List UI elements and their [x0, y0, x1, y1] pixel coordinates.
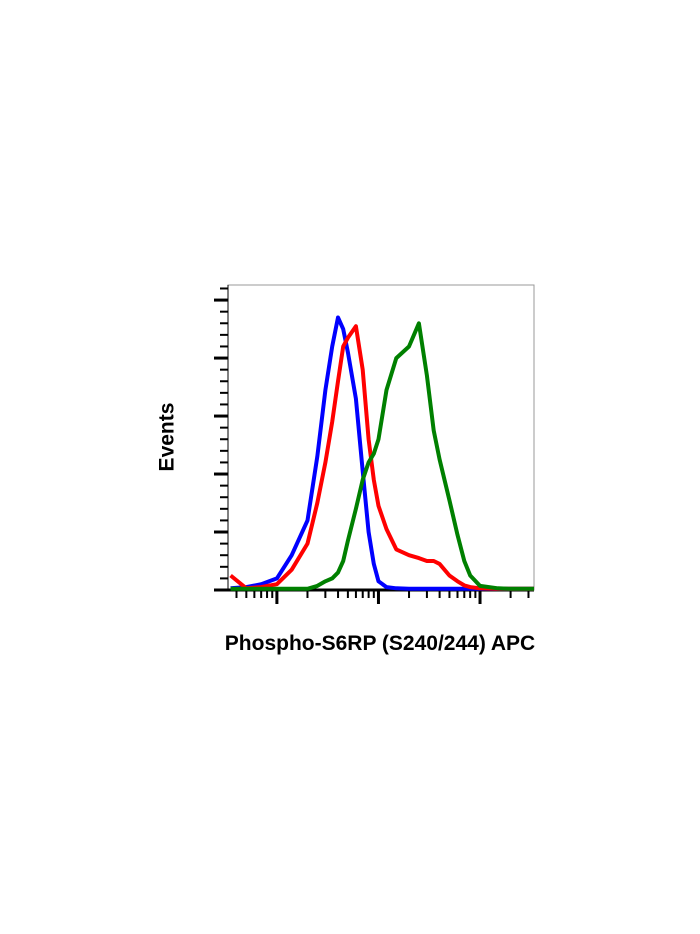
x-axis-label: Phospho-S6RP (S240/244) APC	[225, 632, 535, 655]
histogram-line	[230, 321, 534, 591]
histogram-line	[230, 315, 534, 591]
plot-frame	[227, 284, 535, 591]
histogram-line	[229, 324, 534, 591]
y-axis-label: Events	[156, 403, 179, 472]
